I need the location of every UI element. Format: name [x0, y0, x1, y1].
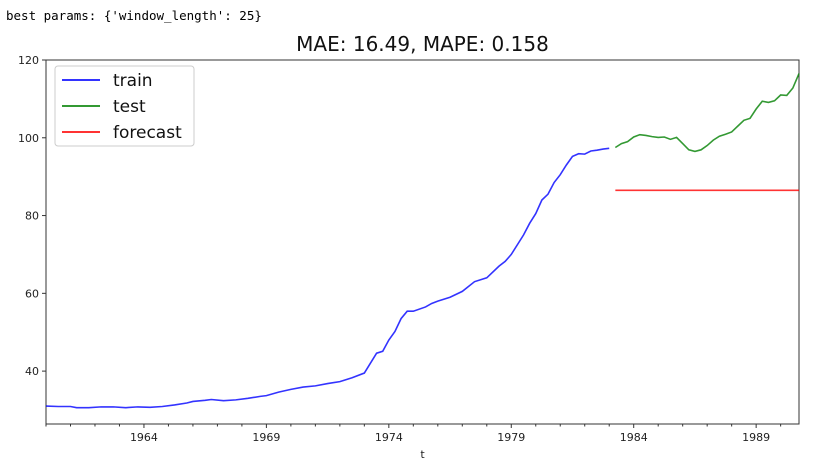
y-tick-label: 40 [25, 365, 39, 378]
x-tick-label: 1964 [130, 431, 158, 444]
x-tick-label: 1989 [742, 431, 770, 444]
chart-title: MAE: 16.49, MAPE: 0.158 [296, 32, 549, 56]
output-text: best params: {'window_length': 25} [6, 8, 262, 23]
plot-frame [45, 59, 800, 425]
legend-label-forecast: forecast [113, 123, 182, 143]
legend-label-test: test [113, 97, 146, 117]
x-tick-label: 1969 [252, 431, 280, 444]
legend-box [54, 65, 195, 147]
y-tick-label: 100 [18, 132, 39, 145]
x-axis-label: t [420, 448, 425, 461]
y-tick-label: 60 [25, 287, 39, 300]
y-tick-label: 80 [25, 210, 39, 223]
x-tick-label: 1979 [497, 431, 525, 444]
y-tick-label: 120 [18, 54, 39, 67]
series-train-line [45, 147, 610, 409]
x-tick-label: 1974 [375, 431, 403, 444]
x-tick-label: 1984 [620, 431, 648, 444]
legend-label-train: train [113, 71, 153, 91]
series-test-line [614, 73, 800, 153]
